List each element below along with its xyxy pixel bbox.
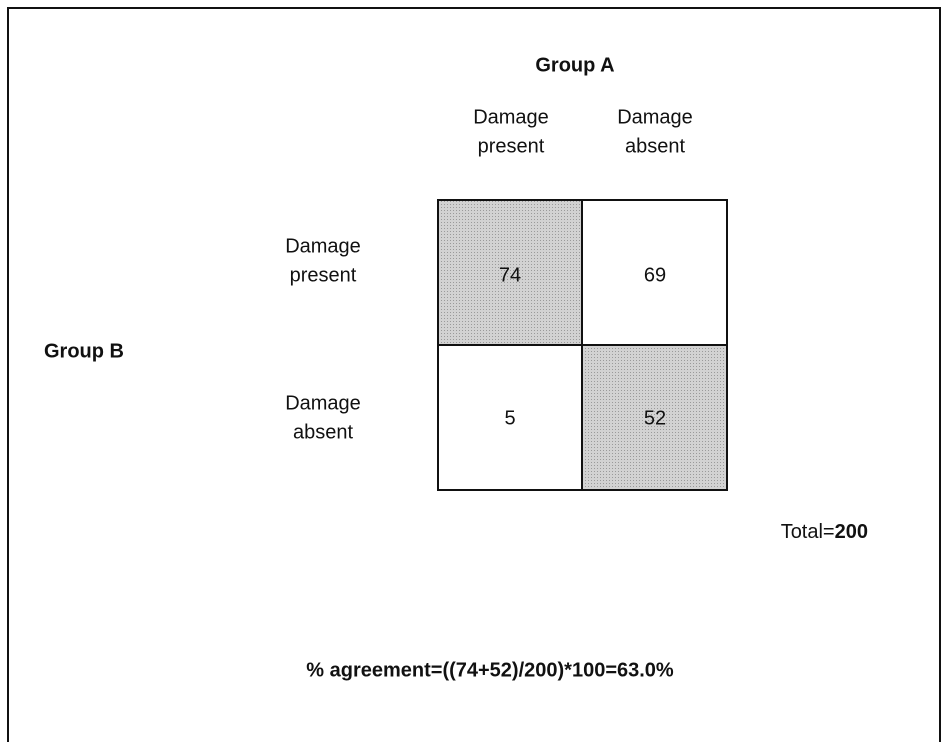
column-label: Damage — [473, 106, 549, 128]
cell-shaded — [581, 344, 728, 491]
row-group-label: Group B — [44, 340, 124, 362]
formula: % agreement=((74+52)/200)*100=63.0% — [306, 659, 674, 681]
cell-value: 5 — [504, 407, 515, 429]
cell — [437, 344, 583, 491]
cell — [581, 199, 728, 346]
column-label: present — [478, 135, 545, 157]
cell-value: 69 — [644, 264, 666, 286]
row-label: absent — [293, 421, 353, 443]
row-label: present — [290, 264, 357, 286]
frame — [7, 7, 941, 742]
row-label: Damage — [285, 392, 361, 414]
total-label: Total= — [781, 521, 835, 543]
column-label: Damage — [617, 106, 693, 128]
column-label: absent — [625, 135, 685, 157]
row-label: Damage — [285, 235, 361, 257]
column-group-label: Group A — [535, 54, 614, 76]
cell-value: 74 — [499, 264, 521, 286]
total: Total=200 — [781, 521, 868, 543]
total-value: 200 — [835, 521, 868, 543]
cell-value: 52 — [644, 407, 666, 429]
